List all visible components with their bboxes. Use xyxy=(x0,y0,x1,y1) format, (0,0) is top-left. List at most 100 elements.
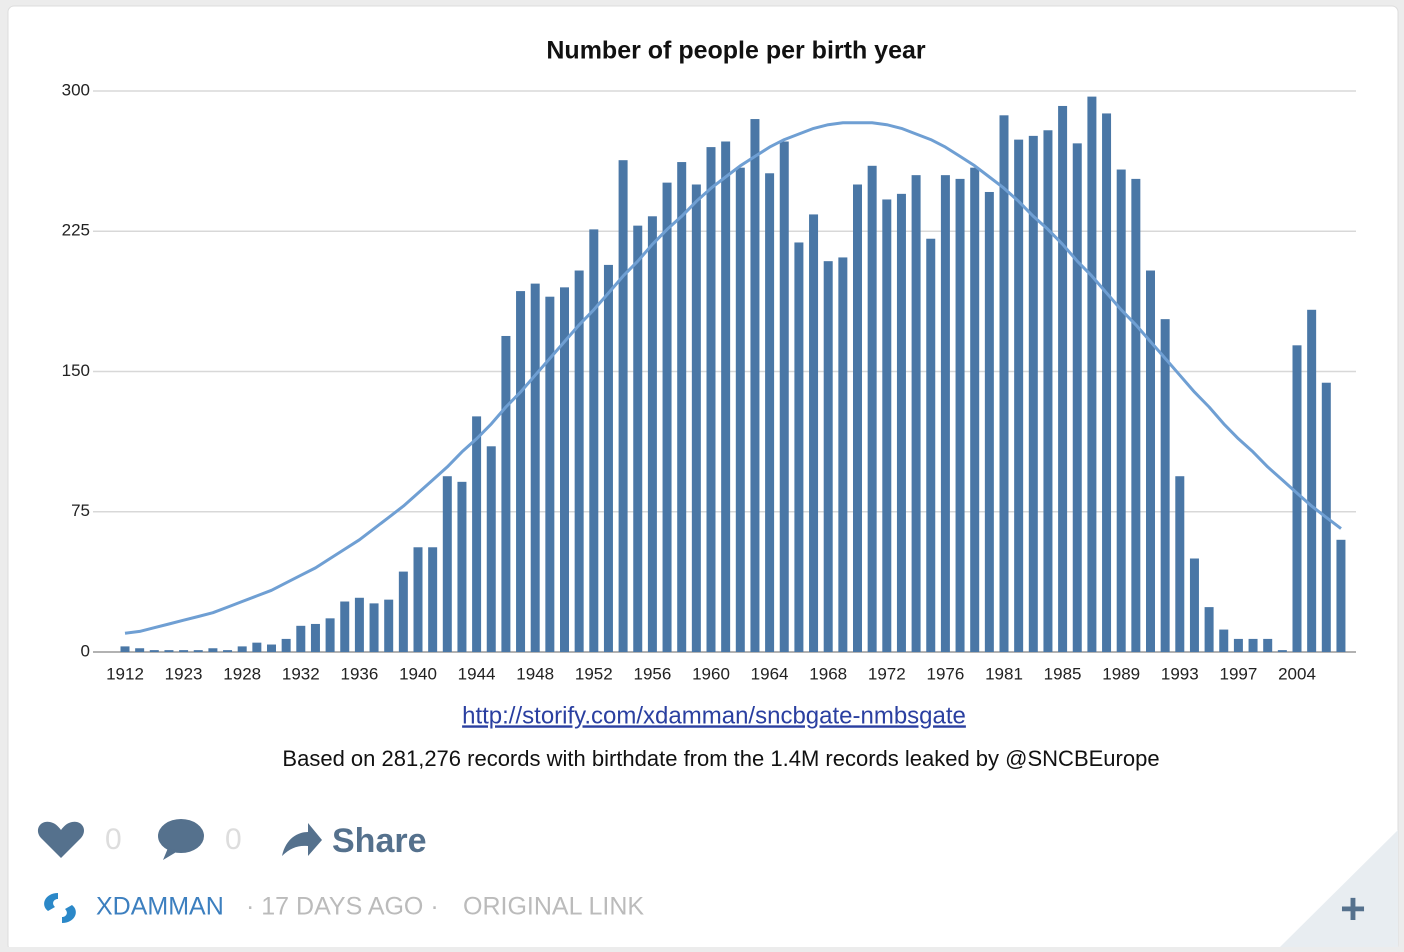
bar xyxy=(428,547,438,652)
bar xyxy=(750,119,760,653)
bar xyxy=(1028,135,1038,652)
x-tick-label: 1997 xyxy=(1219,664,1257,683)
comment-tail xyxy=(163,848,178,860)
author-link[interactable]: XDAMMAN xyxy=(96,893,224,921)
bar xyxy=(486,446,496,652)
bar xyxy=(955,178,965,652)
source-link[interactable]: http://storify.com/xdamman/sncbgate-nmbs… xyxy=(462,702,966,729)
x-tick-label: 1936 xyxy=(340,664,378,683)
y-tick-label: 75 xyxy=(71,501,90,520)
bar xyxy=(721,141,731,653)
bar xyxy=(911,175,921,652)
card-background xyxy=(7,5,1399,952)
x-tick-label: 1932 xyxy=(282,664,320,683)
bar xyxy=(252,642,262,652)
comment-button[interactable]: 0 xyxy=(158,819,242,860)
trend-line xyxy=(124,121,1342,635)
bar xyxy=(135,648,145,652)
bar xyxy=(164,650,174,652)
bar xyxy=(1116,169,1126,653)
bar xyxy=(603,264,613,652)
bar xyxy=(310,623,320,652)
bar xyxy=(281,638,291,652)
original-link[interactable]: ORIGINAL LINK xyxy=(463,893,644,921)
chart-title: Number of people per birth year xyxy=(546,37,926,65)
corner-fold xyxy=(1280,830,1398,947)
bar xyxy=(1146,270,1155,652)
x-tick-label: 1976 xyxy=(926,664,964,683)
bar xyxy=(1277,650,1287,652)
like-button[interactable]: 0 xyxy=(37,821,122,858)
bar xyxy=(1263,638,1273,652)
bar xyxy=(706,147,716,652)
bar xyxy=(794,242,804,652)
y-tick-label: 150 xyxy=(62,361,90,380)
x-tick-label: 2004 xyxy=(1278,664,1316,683)
share-label: Share xyxy=(332,822,427,860)
bar xyxy=(223,650,233,652)
x-tick-label: 1968 xyxy=(809,664,847,683)
bar xyxy=(1233,638,1243,652)
y-tick-label: 225 xyxy=(62,221,90,240)
comment-count: 0 xyxy=(225,823,242,856)
bar xyxy=(149,650,159,652)
bar xyxy=(208,648,218,652)
bar xyxy=(1336,539,1346,652)
bar xyxy=(691,184,701,652)
bar xyxy=(267,644,276,652)
bar xyxy=(120,646,130,652)
bar xyxy=(896,193,906,652)
x-tick-label: 1964 xyxy=(751,664,789,683)
share-button[interactable]: Share xyxy=(282,822,427,860)
more-button[interactable]: + xyxy=(1340,885,1366,934)
x-tick-label: 1989 xyxy=(1102,664,1140,683)
bar xyxy=(779,141,789,653)
x-tick-label: 1952 xyxy=(575,664,613,683)
x-tick-label: 1993 xyxy=(1161,664,1199,683)
bar xyxy=(853,184,862,652)
x-tick-label: 1981 xyxy=(985,664,1023,683)
bar xyxy=(1131,178,1141,652)
bar xyxy=(398,571,408,652)
bar xyxy=(984,191,994,653)
bar xyxy=(296,625,306,652)
bar xyxy=(179,650,189,652)
post-time: · 17 DAYS AGO · xyxy=(246,893,439,921)
bar xyxy=(413,547,423,652)
bar xyxy=(325,618,335,652)
bar xyxy=(560,287,569,652)
bar xyxy=(1160,319,1170,652)
bar xyxy=(633,225,643,652)
bar xyxy=(1219,629,1229,652)
bar xyxy=(618,160,628,652)
chart-note: Based on 281,276 records with birthdate … xyxy=(282,746,1159,771)
bar xyxy=(237,646,247,652)
x-tick-label: 1944 xyxy=(458,664,496,683)
share-icon xyxy=(282,823,322,856)
bar xyxy=(457,481,467,652)
bar xyxy=(999,115,1009,652)
bar xyxy=(472,416,482,652)
bar xyxy=(765,173,775,652)
bar xyxy=(1058,105,1068,652)
bar xyxy=(838,257,848,652)
bar xyxy=(677,162,687,652)
x-tick-label: 1960 xyxy=(692,664,730,683)
bar xyxy=(1204,607,1214,652)
bar xyxy=(545,296,555,652)
x-tick-label: 1948 xyxy=(516,664,554,683)
bar xyxy=(647,216,657,653)
bar xyxy=(442,476,452,652)
x-tick-label: 1940 xyxy=(399,664,437,683)
x-tick-label: 1956 xyxy=(633,664,671,683)
like-count: 0 xyxy=(105,823,122,856)
bar xyxy=(1072,143,1082,653)
bar xyxy=(574,270,584,652)
bar xyxy=(1189,558,1199,652)
storify-logo xyxy=(44,893,76,923)
x-tick-label: 1972 xyxy=(868,664,906,683)
bar xyxy=(867,165,877,653)
bar xyxy=(809,214,819,653)
